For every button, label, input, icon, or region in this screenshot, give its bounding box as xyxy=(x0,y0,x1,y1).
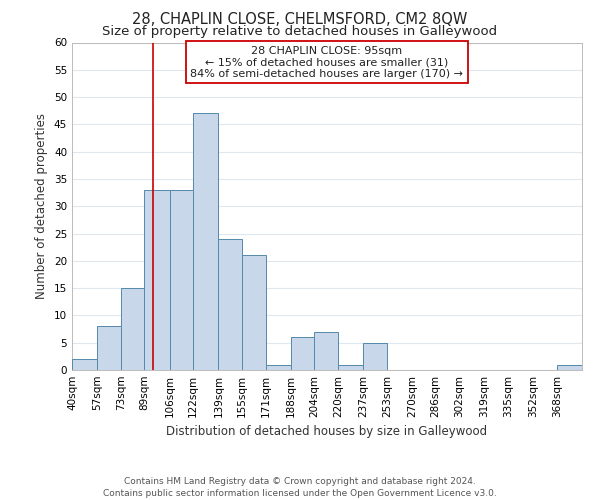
Bar xyxy=(170,190,193,370)
Bar xyxy=(193,114,218,370)
X-axis label: Distribution of detached houses by size in Galleywood: Distribution of detached houses by size … xyxy=(166,426,488,438)
Text: Size of property relative to detached houses in Galleywood: Size of property relative to detached ho… xyxy=(103,25,497,38)
Bar xyxy=(314,332,338,370)
Bar xyxy=(97,326,121,370)
Bar xyxy=(218,239,242,370)
Bar xyxy=(121,288,145,370)
Text: Contains HM Land Registry data © Crown copyright and database right 2024.
Contai: Contains HM Land Registry data © Crown c… xyxy=(103,476,497,498)
Bar xyxy=(557,364,582,370)
Bar xyxy=(338,364,363,370)
Bar xyxy=(72,359,97,370)
Y-axis label: Number of detached properties: Number of detached properties xyxy=(35,114,49,299)
Bar xyxy=(266,364,291,370)
Bar xyxy=(291,337,314,370)
Text: 28 CHAPLIN CLOSE: 95sqm
← 15% of detached houses are smaller (31)
84% of semi-de: 28 CHAPLIN CLOSE: 95sqm ← 15% of detache… xyxy=(191,46,464,79)
Text: 28, CHAPLIN CLOSE, CHELMSFORD, CM2 8QW: 28, CHAPLIN CLOSE, CHELMSFORD, CM2 8QW xyxy=(133,12,467,28)
Bar xyxy=(145,190,170,370)
Bar xyxy=(363,342,387,370)
Bar xyxy=(242,256,266,370)
